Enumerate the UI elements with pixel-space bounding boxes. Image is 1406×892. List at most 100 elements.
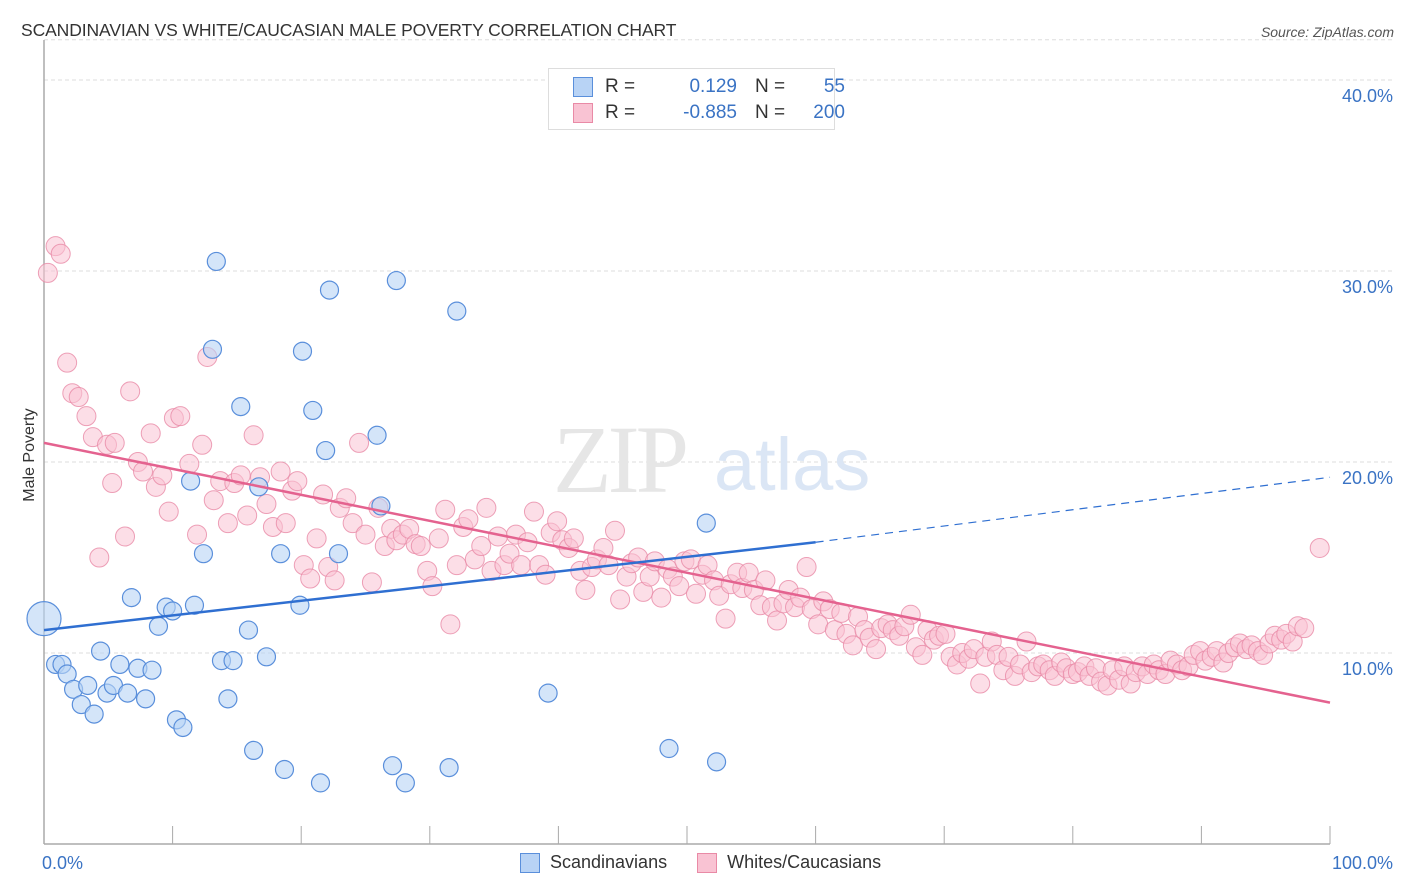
point-whites-13 xyxy=(120,381,141,402)
point-scandinavians-35 xyxy=(271,544,291,564)
gridlines xyxy=(44,39,1395,654)
point-scandinavians-12 xyxy=(117,683,138,703)
trend-line-whites xyxy=(43,441,1331,704)
legend-label-whites: Whites/Caucasians xyxy=(727,852,882,872)
series-legend: Scandinavians Whites/Caucasians xyxy=(520,852,911,873)
point-whites-10 xyxy=(104,432,125,453)
point-whites-62 xyxy=(428,528,449,549)
axes xyxy=(43,40,1331,845)
point-whites-0 xyxy=(37,262,58,283)
point-scandinavians-13 xyxy=(121,588,142,608)
point-whites-23 xyxy=(187,524,208,545)
point-whites-6 xyxy=(76,406,97,427)
point-whites-28 xyxy=(217,513,238,534)
legend-n-label: N = xyxy=(755,76,786,97)
y-tick-label-10: 10.0% xyxy=(1341,659,1393,679)
point-scandinavians-50 xyxy=(447,301,467,321)
point-scandinavians-5 xyxy=(71,694,91,715)
point-scandinavians-47 xyxy=(386,270,406,291)
correlation-legend: R = 0.129 N = 55 R = -0.885 N = 200 xyxy=(548,68,845,130)
point-whites-21 xyxy=(170,406,191,427)
point-whites-143 xyxy=(900,604,921,625)
point-scandinavians-0 xyxy=(26,601,62,637)
point-scandinavians-21 xyxy=(173,717,193,738)
x-tick-label-100: 100.0% xyxy=(1331,853,1393,873)
point-whites-49 xyxy=(349,432,370,453)
point-whites-145 xyxy=(912,644,933,665)
point-scandinavians-28 xyxy=(218,689,238,709)
point-scandinavians-49 xyxy=(439,757,459,778)
point-whites-64 xyxy=(440,614,461,635)
x-tick-label-0: 0.0% xyxy=(42,853,84,873)
legend-item-whites[interactable]: Whites/Caucasians xyxy=(697,852,881,873)
legend-n-value: 55 xyxy=(823,76,845,97)
point-whites-82 xyxy=(547,511,568,532)
y-tick-label-30: 30.0% xyxy=(1341,277,1393,297)
point-whites-51 xyxy=(361,572,382,593)
point-whites-39 xyxy=(287,471,308,492)
point-scandinavians-54 xyxy=(706,752,727,772)
scandinavians-points xyxy=(26,251,727,793)
point-whites-31 xyxy=(237,505,258,526)
point-scandinavians-25 xyxy=(202,339,223,359)
source-label: Source: ZipAtlas.com xyxy=(1260,24,1394,40)
pink-swatch-icon xyxy=(573,103,593,123)
point-scandinavians-11 xyxy=(110,654,130,675)
point-whites-67 xyxy=(458,509,479,530)
point-scandinavians-37 xyxy=(290,595,310,615)
point-scandinavians-34 xyxy=(256,647,277,667)
point-whites-137 xyxy=(866,639,887,660)
pink-swatch-icon xyxy=(697,852,718,873)
point-scandinavians-30 xyxy=(231,397,251,417)
point-whites-2 xyxy=(50,243,71,264)
point-whites-32 xyxy=(243,425,264,446)
point-whites-118 xyxy=(755,570,776,591)
point-scandinavians-53 xyxy=(696,513,716,533)
legend-row-scandinavians: R = 0.129 N = 55 xyxy=(573,75,845,99)
point-whites-50 xyxy=(355,524,376,545)
point-scandinavians-48 xyxy=(395,773,415,793)
point-scandinavians-16 xyxy=(142,660,162,680)
point-scandinavians-41 xyxy=(316,440,336,461)
legend-r-value: 0.129 xyxy=(689,76,737,97)
watermark-zip: ZIP xyxy=(553,406,686,513)
point-whites-87 xyxy=(575,579,596,600)
point-whites-133 xyxy=(842,635,863,656)
point-whites-65 xyxy=(446,555,467,576)
point-scandinavians-7 xyxy=(84,704,104,724)
point-whites-93 xyxy=(610,589,631,610)
point-scandinavians-39 xyxy=(303,400,323,421)
y-tick-label-40: 40.0% xyxy=(1341,86,1393,106)
point-whites-103 xyxy=(669,576,690,597)
point-scandinavians-32 xyxy=(244,740,264,761)
point-whites-92 xyxy=(604,520,625,541)
legend-label-scandinavians: Scandinavians xyxy=(550,852,668,872)
legend-row-whites: R = -0.885 N = 200 xyxy=(573,101,845,125)
point-whites-59 xyxy=(410,536,431,557)
point-whites-45 xyxy=(324,570,345,591)
watermark-atlas: atlas xyxy=(714,423,870,506)
legend-n-value: 200 xyxy=(813,102,845,123)
point-whites-76 xyxy=(511,555,532,576)
legend-item-scandinavians[interactable]: Scandinavians xyxy=(520,852,667,873)
point-whites-69 xyxy=(471,536,492,557)
point-scandinavians-43 xyxy=(328,544,349,564)
point-whites-63 xyxy=(435,499,456,520)
point-scandinavians-51 xyxy=(538,683,558,703)
point-scandinavians-6 xyxy=(78,675,98,696)
blue-swatch-icon xyxy=(520,852,540,873)
point-whites-37 xyxy=(275,513,296,534)
point-scandinavians-36 xyxy=(274,759,295,780)
point-whites-125 xyxy=(796,557,817,578)
point-whites-24 xyxy=(192,434,213,455)
legend-r-value: -0.885 xyxy=(683,102,737,123)
point-whites-11 xyxy=(102,473,123,494)
point-whites-100 xyxy=(651,587,672,608)
point-scandinavians-26 xyxy=(206,251,226,272)
trend-line-scandinavians xyxy=(43,540,816,632)
point-whites-111 xyxy=(715,608,736,629)
point-whites-70 xyxy=(476,497,497,518)
point-scandinavians-46 xyxy=(382,756,403,776)
point-whites-106 xyxy=(686,583,707,604)
point-whites-8 xyxy=(89,547,110,568)
